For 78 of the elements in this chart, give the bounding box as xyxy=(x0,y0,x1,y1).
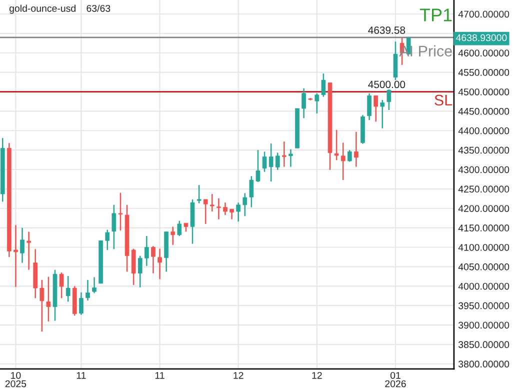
candlestick xyxy=(374,95,378,122)
y-tick-label: 4000.00000 xyxy=(458,282,510,290)
x-tick-label: 12 xyxy=(312,372,322,379)
candlestick xyxy=(131,248,136,286)
candlestick xyxy=(223,202,228,216)
candlestick xyxy=(177,220,182,237)
candlestick xyxy=(40,279,44,332)
candlestick xyxy=(321,72,326,98)
candlestick xyxy=(275,152,280,171)
y-tick-label: 4450.00000 xyxy=(458,108,510,115)
text: SL xyxy=(434,94,452,106)
y-tick-label: 3800.00000 xyxy=(458,360,510,368)
y-tick-label: 4350.00000 xyxy=(458,146,510,154)
candlestick xyxy=(380,99,385,129)
candlestick xyxy=(105,229,110,251)
chart-title: gold-ounce-usd xyxy=(9,4,76,14)
candlestick xyxy=(138,255,142,288)
candlestick xyxy=(354,131,358,168)
y-tick-label: 4250.00000 xyxy=(458,186,510,193)
y-tick-label: 4200.00000 xyxy=(458,205,510,212)
candlestick xyxy=(14,224,18,288)
candlestick xyxy=(158,248,162,280)
candlestick xyxy=(26,231,31,270)
candlestick xyxy=(170,226,176,246)
candlestick xyxy=(210,193,214,212)
candlestick xyxy=(112,204,116,250)
candlestick xyxy=(249,175,254,208)
y-tick-label: 4100.00000 xyxy=(458,244,510,251)
y-tick-label: 4550.00000 xyxy=(458,69,510,76)
y-tick-label: 3850.00000 xyxy=(458,341,510,348)
candlestick xyxy=(262,150,267,172)
candlestick xyxy=(268,142,274,182)
y-tick-label: 4150.00000 xyxy=(458,224,510,232)
candlestick xyxy=(256,149,260,183)
candlestick xyxy=(144,235,149,267)
candlestick xyxy=(288,148,293,168)
candlestick xyxy=(196,184,202,204)
candlestick xyxy=(230,208,234,220)
y-tick-label: 4600.00000 xyxy=(458,50,510,56)
text: TP1 xyxy=(420,8,452,22)
y-tick-label: 4700.00000 xyxy=(458,10,510,18)
candlestick xyxy=(314,92,320,114)
candlestick xyxy=(393,40,398,81)
candlestick xyxy=(86,279,90,302)
y-tick-label: 4050.00000 xyxy=(458,263,510,270)
candlestick xyxy=(46,276,51,322)
candlestick xyxy=(216,198,221,220)
candlestick xyxy=(20,227,24,264)
y-tick-label: 3950.00000 xyxy=(458,302,510,310)
y-tick-label: 4300.00000 xyxy=(458,166,510,174)
ref-line-label: 4639.58 xyxy=(368,26,406,34)
x-tick-label: 11 xyxy=(76,372,86,379)
candlestick xyxy=(203,198,208,225)
ref-line-label: 4500.00 xyxy=(368,80,406,88)
candlestick xyxy=(302,88,306,119)
chart-subtitle: 63/63 xyxy=(86,4,110,12)
candlestick xyxy=(151,245,156,274)
x-tick-label: 12 xyxy=(234,372,244,379)
candlestick xyxy=(242,192,248,217)
text: 4638.93000 xyxy=(456,34,507,42)
candlestick xyxy=(282,140,286,168)
candlestick xyxy=(79,292,84,316)
y-tick-label: 3900.00000 xyxy=(458,322,510,329)
x-tick-label: 11 xyxy=(155,372,164,379)
candlestick xyxy=(340,142,346,181)
candlestick xyxy=(367,92,372,121)
x-tick-label: 10 2025 xyxy=(5,372,26,388)
y-tick-label: 4500.00000 xyxy=(458,88,510,96)
annotation: AI Price xyxy=(399,45,452,56)
candlestick xyxy=(118,192,123,232)
candlestick xyxy=(236,202,241,222)
y-tick-label: 4400.00000 xyxy=(458,127,510,134)
x-tick-label: 01 2026 xyxy=(385,372,406,388)
candlestick xyxy=(92,276,96,294)
candlestick xyxy=(386,88,392,111)
candlestick xyxy=(334,129,339,161)
candlestick xyxy=(66,275,70,302)
candlestick xyxy=(59,272,64,299)
